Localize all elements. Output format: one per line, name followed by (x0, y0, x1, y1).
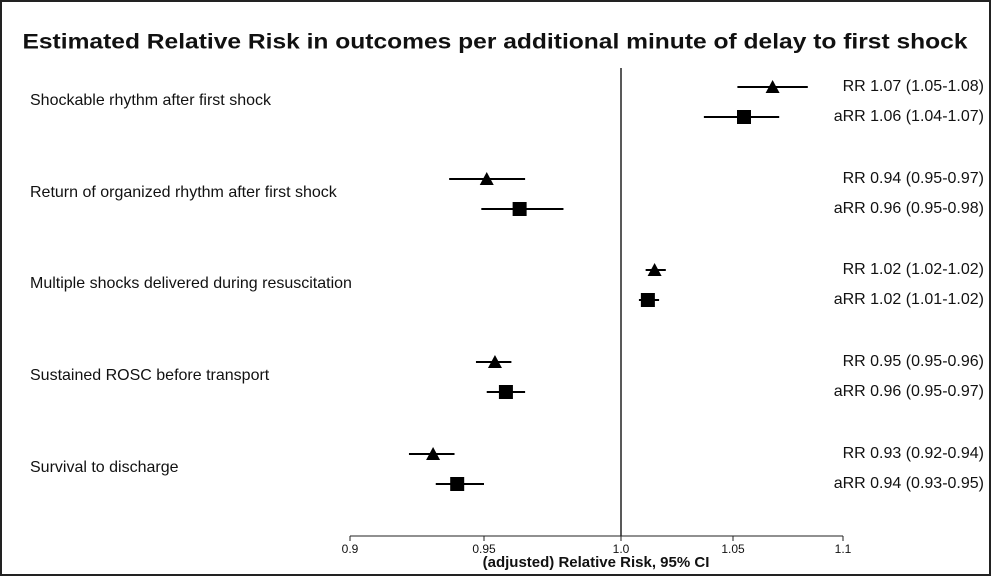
value-label: aRR 0.96 (0.95-0.97) (834, 383, 984, 400)
point-square (498, 385, 513, 399)
category-label: Multiple shocks delivered during resusci… (30, 275, 352, 292)
point-triangle (647, 263, 662, 276)
point-triangle (765, 80, 780, 93)
x-axis-label: (adjusted) Relative Risk, 95% CI (483, 554, 710, 571)
category-label: Return of organized rhythm after first s… (30, 184, 338, 201)
x-tick-label: 1.0 (613, 542, 630, 556)
point-square (640, 293, 655, 307)
x-tick-label: 0.9 (342, 542, 359, 556)
category-label: Shockable rhythm after first shock (30, 92, 272, 109)
value-label: RR 0.93 (0.92-0.94) (843, 445, 984, 462)
category-label: Sustained ROSC before transport (30, 367, 270, 384)
point-square (450, 477, 465, 491)
x-tick-label: 1.05 (721, 542, 745, 556)
x-tick-label: 0.95 (472, 542, 496, 556)
point-triangle (487, 355, 502, 368)
point-triangle (479, 172, 494, 185)
category-label: Survival to discharge (30, 459, 179, 476)
point-triangle (426, 447, 441, 460)
value-label: aRR 0.96 (0.95-0.98) (834, 200, 984, 217)
x-tick-label: 1.1 (835, 542, 852, 556)
value-label: aRR 1.02 (1.01-1.02) (834, 291, 984, 308)
value-label: RR 0.95 (0.95-0.96) (843, 353, 984, 370)
point-square (737, 110, 751, 124)
value-label: RR 0.94 (0.95-0.97) (843, 170, 984, 187)
value-label: aRR 0.94 (0.93-0.95) (834, 475, 984, 492)
point-square (512, 202, 527, 216)
chart-title: Estimated Relative Risk in outcomes per … (23, 31, 968, 54)
value-label: aRR 1.06 (1.04-1.07) (834, 108, 984, 125)
value-label: RR 1.07 (1.05-1.08) (843, 78, 984, 95)
value-label: RR 1.02 (1.02-1.02) (843, 261, 984, 278)
